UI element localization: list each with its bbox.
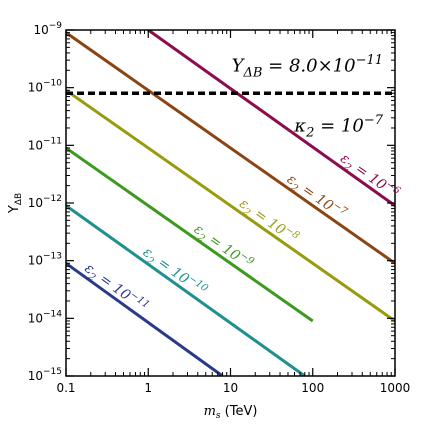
- series-line-3: [66, 146, 314, 323]
- svg-text:YΔB: YΔB: [7, 193, 24, 214]
- series-line-2: [66, 89, 395, 323]
- series-line-5: [66, 262, 224, 376]
- y-tick-label: 10−15: [28, 367, 62, 383]
- y-tick-label: 10−10: [28, 79, 63, 95]
- y-axis-label: YΔB: [7, 193, 24, 214]
- x-tick-label: 10: [223, 381, 238, 395]
- series-line-0: [147, 30, 395, 207]
- x-axis-label: ms (TeV): [204, 404, 258, 421]
- y-tick-label: 10−13: [28, 252, 62, 268]
- reference-line-label: YΔB = 8.0×10−11: [232, 53, 383, 81]
- series-layer: [66, 30, 395, 376]
- y-tick-label: 10−14: [28, 309, 63, 325]
- y-tick-label: 10−9: [33, 21, 62, 37]
- x-tick-label: 0.1: [56, 381, 75, 395]
- kappa-annotation: κ2 = 10−7: [293, 113, 383, 141]
- x-tick-label: 1: [144, 381, 152, 395]
- y-tick-label: 10−12: [28, 194, 62, 210]
- series-line-1: [66, 31, 395, 265]
- y-tick-label: 10−11: [28, 136, 62, 152]
- series-line-4: [66, 204, 306, 376]
- x-tick-label: 1000: [380, 381, 411, 395]
- axes-layer: 0.1 1 10 100 1000 10−15 10−14 10−13 10−12 10−11 10…: [7, 21, 410, 421]
- x-tick-label: 100: [301, 381, 324, 395]
